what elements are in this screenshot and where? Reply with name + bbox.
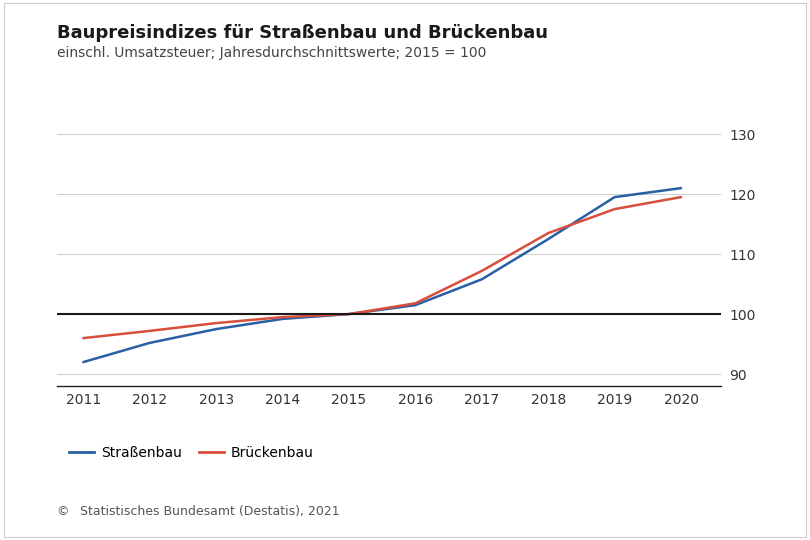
Text: ©   Statistisches Bundesamt (Destatis), 2021: © Statistisches Bundesamt (Destatis), 20… <box>57 505 339 518</box>
Text: Baupreisindizes für Straßenbau und Brückenbau: Baupreisindizes für Straßenbau und Brück… <box>57 24 548 42</box>
Legend: Straßenbau, Brückenbau: Straßenbau, Brückenbau <box>64 440 319 465</box>
Text: einschl. Umsatzsteuer; Jahresdurchschnittswerte; 2015 = 100: einschl. Umsatzsteuer; Jahresdurchschnit… <box>57 46 486 60</box>
